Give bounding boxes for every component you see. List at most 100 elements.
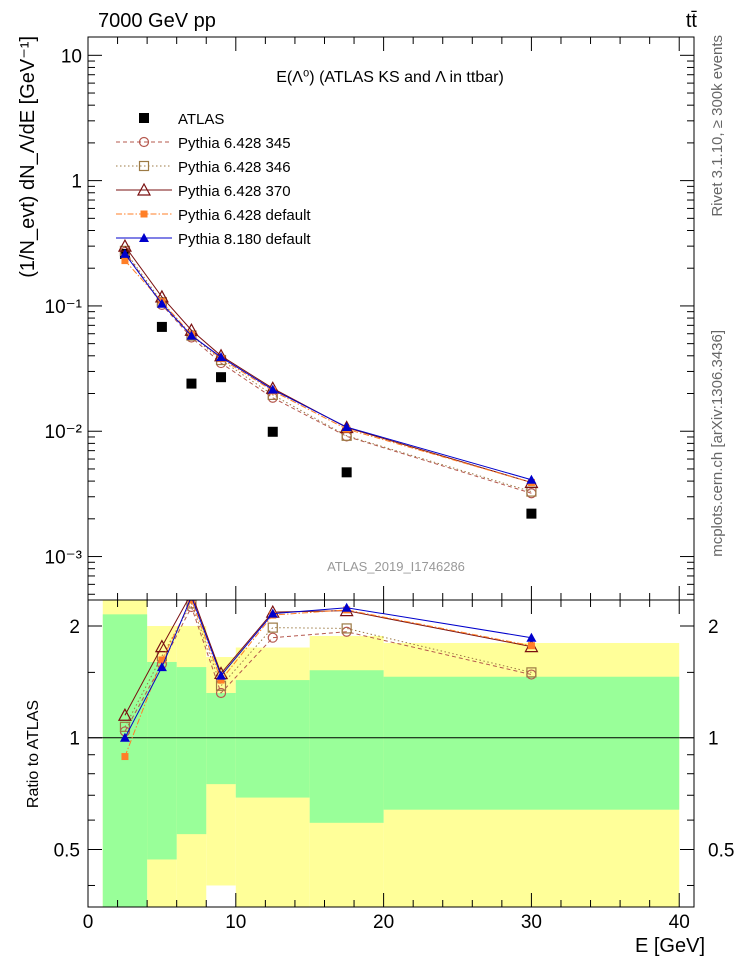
ratio-point	[341, 623, 352, 634]
ratio-point	[267, 632, 278, 643]
main-point	[186, 330, 197, 340]
legend-entry: Pythia 8.180 default	[116, 231, 311, 248]
ratio-xtick-label: 10	[225, 912, 246, 933]
main-point	[267, 426, 278, 437]
main-series-2	[119, 245, 537, 497]
main-ytick-label: 10	[61, 46, 82, 67]
ratio-ytick-label: 0.5	[54, 840, 80, 861]
ratio-ytick-label-right: 0.5	[708, 840, 734, 861]
ratio-xtick-label: 20	[373, 912, 394, 933]
ratio-xlabel: E [GeV]	[635, 935, 705, 957]
main-series-layer	[117, 238, 539, 519]
main-point	[526, 474, 537, 484]
ratio-point	[119, 732, 130, 742]
process-label: tt̄	[686, 10, 698, 32]
main-point	[526, 508, 537, 519]
ratio-point	[341, 602, 352, 612]
ratio-ytick-label-right: 2	[708, 617, 719, 638]
ratio-point	[267, 608, 278, 618]
band-inner	[235, 680, 310, 798]
main-series-line	[124, 260, 532, 483]
main-point	[341, 422, 352, 432]
plot-title: E(Λ⁰) (ATLAS KS and Λ in ttbar)	[276, 69, 504, 86]
energy-label: 7000 GeV pp	[98, 10, 216, 32]
legend-marker	[136, 182, 152, 196]
ratio-point	[216, 670, 227, 680]
main-series-1	[119, 246, 537, 499]
legend-entry: Pythia 6.428 346	[116, 159, 291, 176]
main-series-line	[124, 245, 532, 483]
ratio-point	[186, 600, 197, 601]
main-ytick-label: 10⁻³	[45, 548, 83, 569]
main-point	[267, 384, 278, 394]
ratio-frame	[87, 599, 695, 908]
ratio-point	[156, 662, 167, 672]
legend-label: Pythia 6.428 370	[178, 183, 291, 200]
band-inner	[309, 670, 384, 823]
ratio-xtick-label: 0	[83, 912, 94, 933]
legend-label: Pythia 8.180 default	[178, 231, 311, 248]
ratio-series-group	[117, 587, 539, 761]
main-series-line	[124, 253, 532, 481]
ratio-point	[267, 622, 278, 633]
ratio-ylabel: Ratio to ATLAS	[25, 700, 42, 808]
main-point	[216, 352, 227, 362]
main-point	[156, 298, 167, 308]
main-ytick-label: 10⁻²	[45, 422, 83, 443]
band-inner	[102, 614, 148, 907]
legend-marker	[139, 233, 149, 242]
main-series-5	[119, 248, 537, 484]
band-inner	[147, 661, 177, 860]
legend-marker	[138, 160, 150, 172]
ratio-point	[185, 587, 197, 598]
legend-label: Pythia 6.428 default	[178, 207, 311, 224]
ratio-bands	[102, 600, 680, 907]
ratio-point	[186, 600, 197, 609]
legend: ATLAS Pythia 6.428 345 Pythia 6.428 346 Pyt…	[116, 111, 311, 248]
ratio-point	[119, 721, 131, 732]
main-point	[341, 467, 352, 478]
main-series-line	[124, 250, 532, 493]
legend-label: Pythia 6.428 345	[178, 135, 291, 152]
ratio-axes: 0.5 0.51 12 20 10 20 30 40	[54, 600, 734, 933]
ratio-point	[187, 600, 195, 604]
ratio-ytick-label: 2	[69, 617, 80, 638]
ratio-point	[526, 667, 537, 678]
band-inner	[206, 692, 236, 785]
ratio-point	[158, 656, 166, 664]
main-point	[216, 372, 227, 383]
ratio-ytick-label-right: 1	[708, 729, 719, 750]
ratio-point	[527, 642, 535, 650]
band-inner	[176, 667, 207, 835]
legend-marker	[138, 136, 150, 148]
analysis-id: ATLAS_2019_I1746286	[327, 559, 465, 574]
ratio-point	[526, 632, 537, 642]
legend-entry: Pythia 6.428 370	[116, 182, 291, 200]
legend-marker	[140, 210, 148, 218]
ratio-point	[154, 639, 169, 653]
main-point	[186, 378, 197, 389]
legend-entry: ATLAS	[139, 111, 224, 128]
ratio-series-line	[124, 605, 532, 732]
legend-marker	[139, 113, 149, 123]
legend-entry: Pythia 6.428 default	[116, 207, 311, 224]
main-ylabel: (1/N_evt) dN_Λ/dE [GeV⁻¹]	[17, 36, 39, 278]
ratio-series-layer	[117, 587, 539, 761]
band-inner	[383, 676, 680, 810]
rivet-label: Rivet 3.1.10, ≥ 300k events	[709, 35, 726, 217]
main-series-line	[124, 251, 532, 494]
main-ytick-label: 1	[71, 172, 82, 193]
legend-label: Pythia 6.428 346	[178, 159, 291, 176]
main-series-0	[119, 248, 537, 519]
ratio-point	[217, 676, 225, 684]
legend-entry: Pythia 6.428 345	[116, 135, 291, 152]
ratio-point	[117, 707, 132, 721]
ratio-series-4	[119, 600, 537, 742]
main-ytick-label: 10⁻¹	[45, 297, 83, 318]
main-point	[156, 321, 167, 332]
main-series-3	[117, 238, 539, 489]
legend-label: ATLAS	[178, 111, 224, 128]
ratio-xtick-label: 30	[521, 912, 542, 933]
ratio-point	[121, 753, 129, 761]
